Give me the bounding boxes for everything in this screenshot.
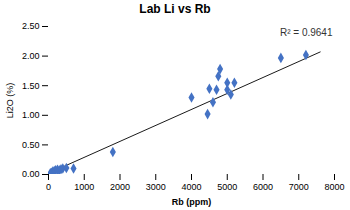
svg-text:8000: 8000 xyxy=(324,182,344,192)
svg-text:2.00: 2.00 xyxy=(22,51,40,61)
svg-text:Rb (ppm): Rb (ppm) xyxy=(172,197,212,207)
svg-text:6000: 6000 xyxy=(253,182,273,192)
svg-text:1000: 1000 xyxy=(74,182,94,192)
svg-text:4000: 4000 xyxy=(181,182,201,192)
svg-text:R² = 0.9641: R² = 0.9641 xyxy=(280,27,333,38)
svg-text:Li2O (%): Li2O (%) xyxy=(5,83,15,119)
svg-text:0: 0 xyxy=(46,182,51,192)
svg-text:1.50: 1.50 xyxy=(22,81,40,91)
svg-text:5000: 5000 xyxy=(217,182,237,192)
svg-text:0.50: 0.50 xyxy=(22,140,40,150)
svg-text:1.00: 1.00 xyxy=(22,110,40,120)
svg-text:2000: 2000 xyxy=(110,182,130,192)
svg-text:3000: 3000 xyxy=(146,182,166,192)
svg-text:2.50: 2.50 xyxy=(22,21,40,31)
svg-text:0.00: 0.00 xyxy=(22,169,40,179)
html-text:Lab Li vs Rb: Lab Li vs Rb xyxy=(139,2,211,16)
svg-text:7000: 7000 xyxy=(289,182,309,192)
